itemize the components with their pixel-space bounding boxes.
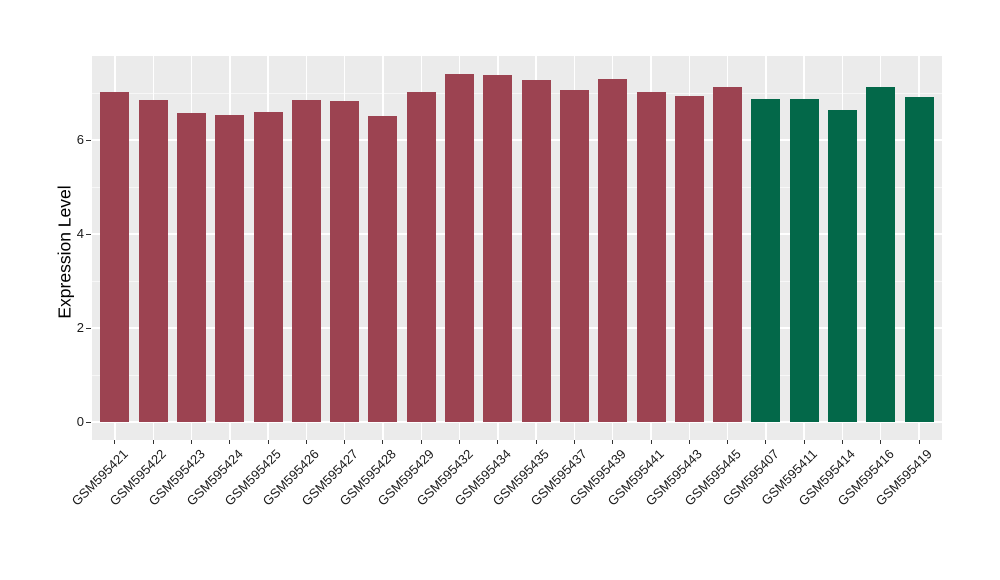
bar-GSM595414 [827,109,857,422]
x-tick [535,440,537,444]
x-tick [765,440,767,444]
major-gridline-y4 [92,233,942,235]
bar-GSM595421 [100,92,130,422]
bar-GSM595425 [253,111,283,422]
bar-GSM595416 [866,86,896,422]
y-tick-label: 0 [76,414,84,429]
minor-gridline-y3 [92,280,942,282]
x-tick [344,440,346,444]
bar-GSM595437 [559,90,589,422]
bar-GSM595419 [904,97,934,422]
x-tick [191,440,193,444]
y-tick [86,421,91,423]
x-tick [229,440,231,444]
x-tick [841,440,843,444]
minor-gridline-y1 [92,374,942,376]
bar-GSM595407 [751,99,781,422]
bar-GSM595424 [215,115,245,422]
y-tick-label: 4 [76,226,84,241]
bar-GSM595443 [674,95,704,422]
x-tick [497,440,499,444]
minor-gridline-y5 [92,186,942,188]
x-tick [420,440,422,444]
x-tick [382,440,384,444]
major-gridline-y0 [92,421,942,423]
x-tick [573,440,575,444]
x-tick [267,440,269,444]
y-tick [86,139,91,141]
bar-GSM595445 [713,86,743,422]
x-tick [880,440,882,444]
x-tick [612,440,614,444]
x-tick [459,440,461,444]
y-tick-label: 6 [76,132,84,147]
y-tick [86,233,91,235]
bar-GSM595434 [483,75,513,422]
bar-GSM595422 [138,100,168,422]
major-gridline-y6 [92,139,942,141]
y-axis-title: Expression Level [54,185,75,319]
minor-gridline-y7 [92,92,942,94]
x-tick [918,440,920,444]
bar-GSM595428 [368,115,398,422]
x-tick [803,440,805,444]
x-tick [650,440,652,444]
y-tick [86,327,91,329]
x-tick [114,440,116,444]
x-tick [688,440,690,444]
bar-GSM595429 [406,92,436,422]
bar-GSM595432 [445,74,475,422]
y-tick-label: 2 [76,320,84,335]
bar-GSM595426 [291,100,321,422]
x-tick [152,440,154,444]
bar-GSM595423 [177,113,207,422]
major-gridline-y2 [92,327,942,329]
x-tick [727,440,729,444]
x-tick [305,440,307,444]
bar-GSM595427 [330,100,360,422]
bar-GSM595411 [789,99,819,422]
bar-GSM595435 [521,79,551,422]
bar-GSM595439 [598,78,628,422]
bar-GSM595441 [636,92,666,422]
